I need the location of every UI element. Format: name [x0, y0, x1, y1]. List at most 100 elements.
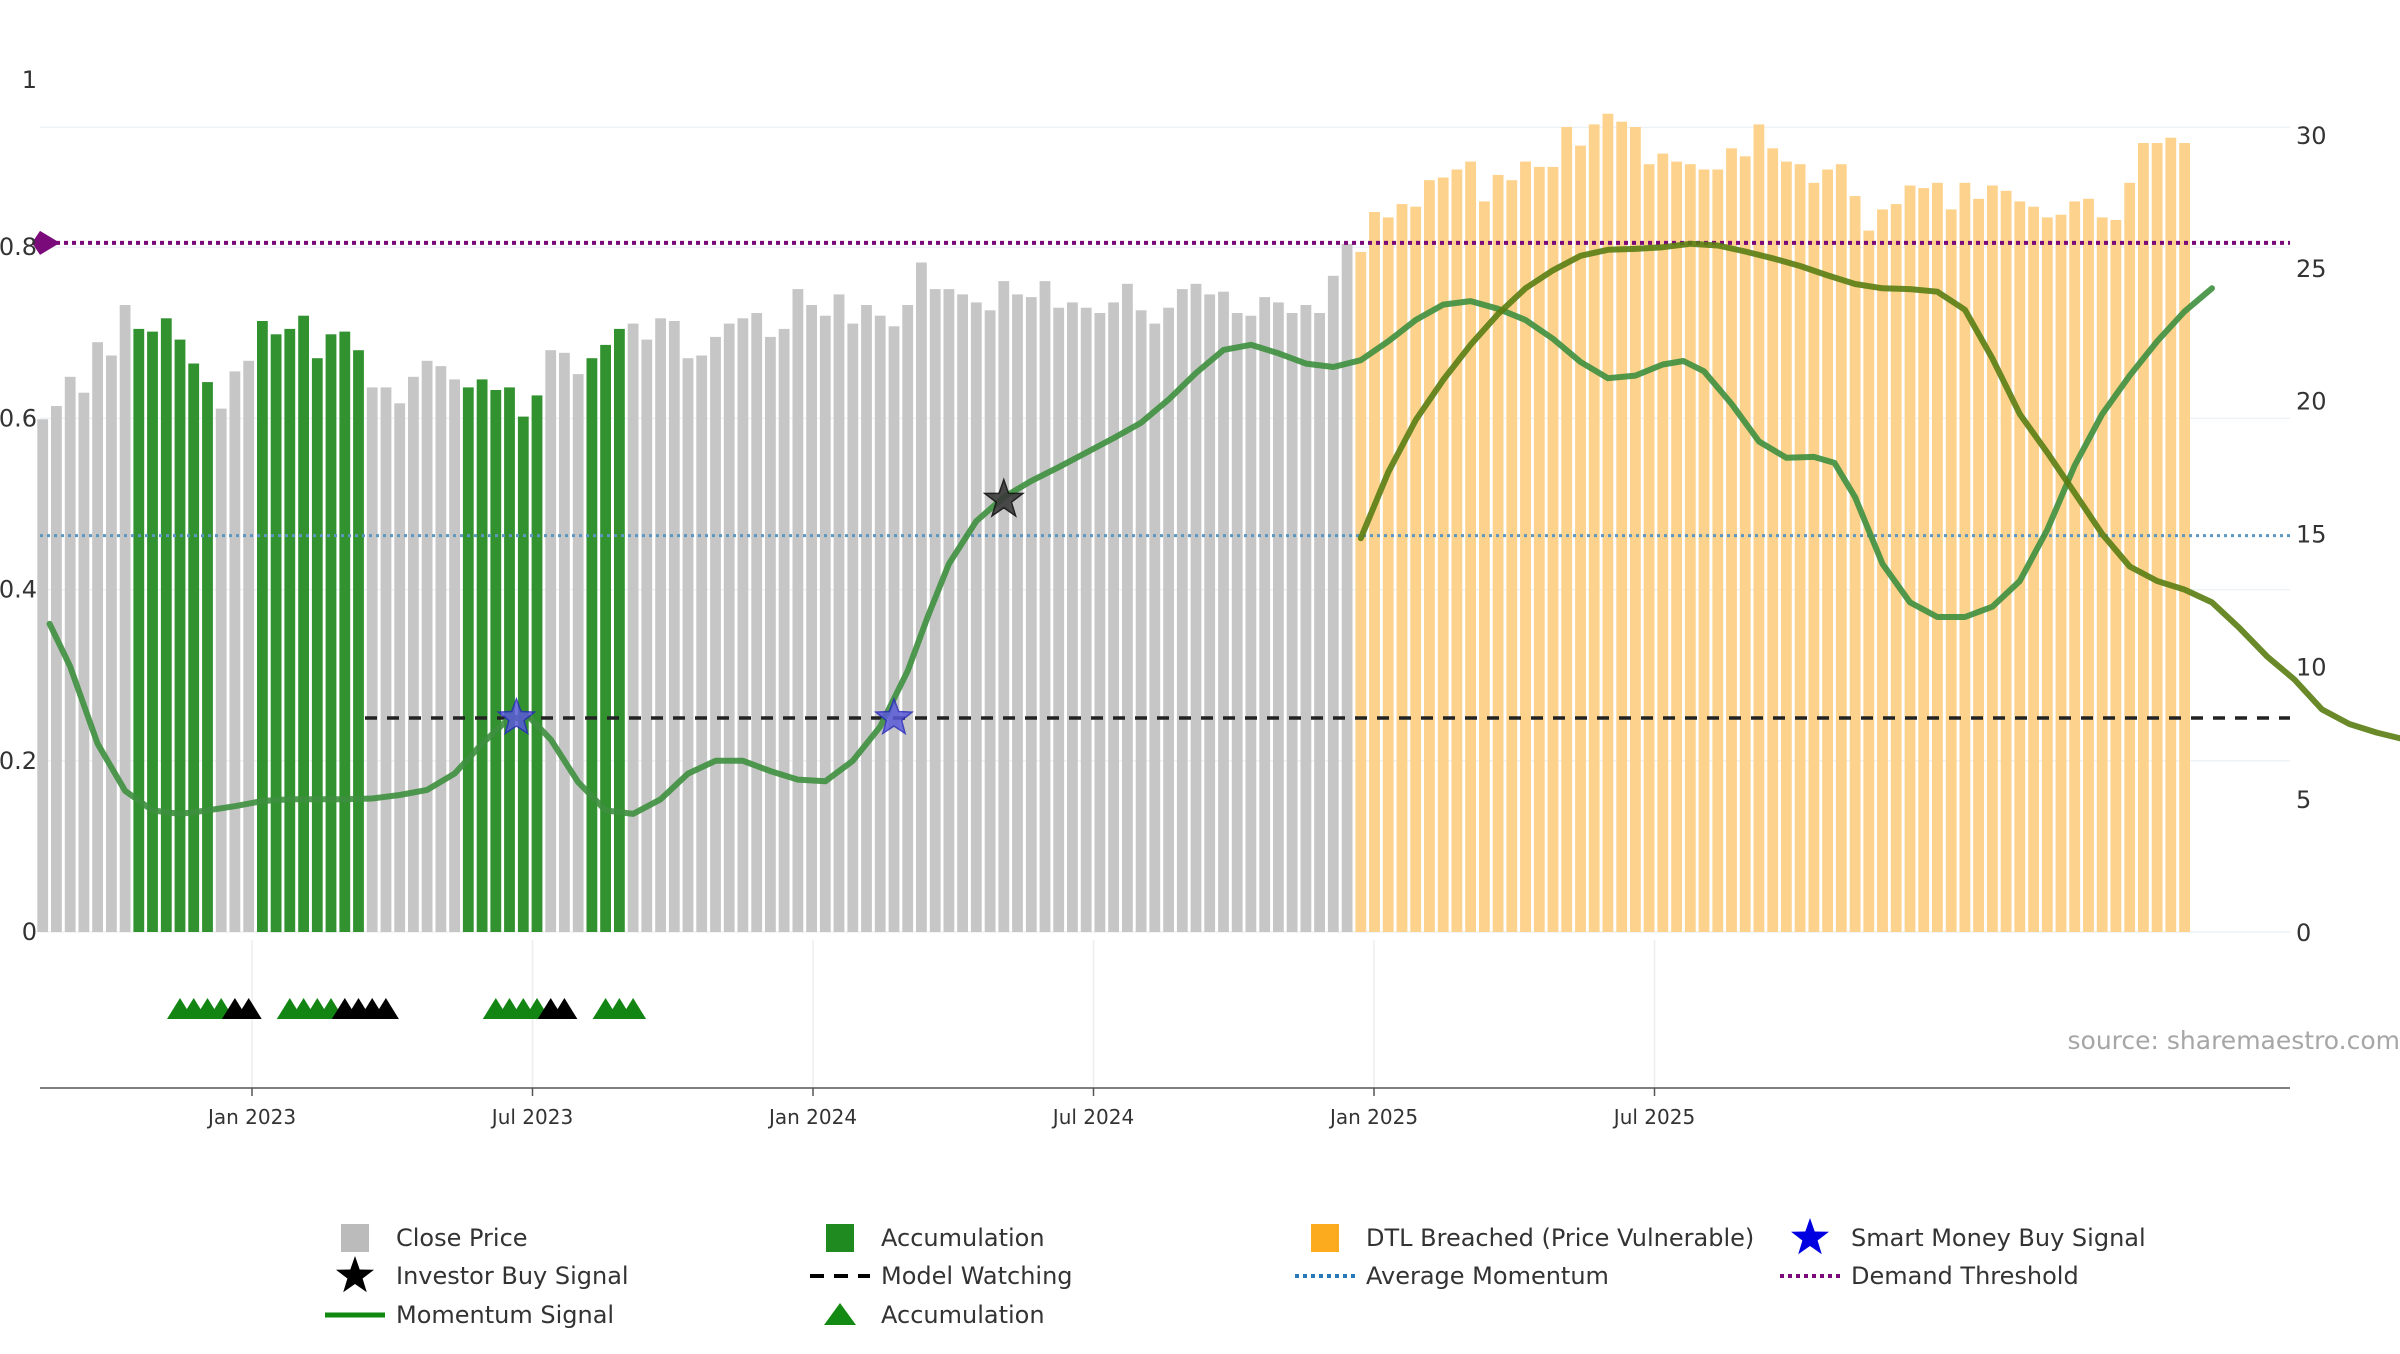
bar-dtl: [2097, 217, 2108, 932]
bar-dtl: [1575, 146, 1586, 932]
bar-close: [655, 318, 666, 932]
bar-dtl: [1355, 252, 1366, 932]
x-axis-tick-label: Jul 2023: [490, 1105, 573, 1129]
bar-accum: [600, 345, 611, 932]
bar-close: [1232, 313, 1243, 932]
bar-dtl: [1671, 162, 1682, 932]
bar-dtl: [1685, 164, 1696, 932]
bar-close: [1328, 276, 1339, 932]
bar-accum: [161, 318, 172, 932]
bar-accum: [614, 329, 625, 932]
bar-close: [847, 324, 858, 932]
bar-accum: [271, 334, 282, 932]
bar-close: [834, 294, 845, 932]
bar-close: [738, 318, 749, 932]
bar-dtl: [1479, 201, 1490, 932]
bar-close: [216, 409, 227, 932]
bar-dtl: [1644, 164, 1655, 932]
bar-dtl: [1740, 156, 1751, 932]
legend-item-close-price: Close Price: [341, 1224, 528, 1252]
bar-close: [1301, 305, 1312, 932]
right-axis-tick: 10: [2296, 653, 2327, 681]
bar-dtl: [2138, 143, 2149, 932]
bar-close: [1026, 297, 1037, 932]
bar-close: [710, 337, 721, 932]
bar-close: [998, 281, 1009, 932]
bar-dtl: [2111, 220, 2122, 932]
left-axis-tick: 0.4: [0, 576, 37, 604]
legend-star-icon: [336, 1256, 374, 1292]
bar-accum: [175, 340, 186, 932]
bar-close: [1081, 308, 1092, 932]
bar-close: [436, 366, 447, 932]
x-axis-tick-label: Jul 2025: [1612, 1105, 1695, 1129]
bar-close: [1342, 244, 1353, 932]
right-axis-tick: 15: [2296, 521, 2327, 549]
legend-item-momentum-signal: Momentum Signal: [325, 1301, 614, 1329]
bar-close: [1053, 308, 1064, 932]
legend-swatch: [826, 1224, 854, 1252]
bar-dtl: [1891, 204, 1902, 932]
bar-close: [367, 387, 378, 932]
legend-item-average-momentum: Average Momentum: [1295, 1262, 1609, 1290]
bar-close: [120, 305, 131, 932]
bar-dtl: [1424, 180, 1435, 932]
bar-close: [1191, 284, 1202, 932]
legend-item-accumulation-marker: Accumulation: [824, 1301, 1045, 1329]
bar-dtl: [1973, 199, 1984, 932]
bar-close: [641, 340, 652, 932]
bar-dtl: [1657, 154, 1668, 932]
bar-close: [779, 329, 790, 932]
bar-dtl: [1383, 217, 1394, 932]
bar-accum: [202, 382, 213, 932]
bar-close: [1314, 313, 1325, 932]
bar-close: [79, 393, 90, 932]
bar-accum: [257, 321, 268, 932]
legend-item-smart-money: Smart Money Buy Signal: [1791, 1218, 2146, 1254]
bar-close: [545, 350, 556, 932]
bar-close: [1122, 284, 1133, 932]
bar-close: [875, 316, 886, 932]
bar-dtl: [1699, 170, 1710, 933]
bar-dtl: [1918, 188, 1929, 932]
bar-close: [51, 406, 62, 932]
bar-accum: [147, 332, 158, 932]
bar-close: [1095, 313, 1106, 932]
bar-close: [1259, 297, 1270, 932]
legend-item-investor: Investor Buy Signal: [336, 1256, 629, 1292]
bar-close: [628, 324, 639, 932]
bar-close: [449, 379, 460, 932]
bar-close: [408, 377, 419, 932]
x-axis-tick-label: Jan 2023: [206, 1105, 296, 1129]
right-axis-tick: 5: [2296, 786, 2311, 814]
bar-close: [1273, 302, 1284, 932]
bar-accum: [339, 332, 350, 932]
bar-close: [573, 374, 584, 932]
bar-close: [559, 353, 570, 932]
right-axis-tick: 30: [2296, 122, 2327, 150]
bar-accum: [518, 417, 529, 932]
legend-triangle-icon: [824, 1303, 856, 1325]
bar-close: [793, 289, 804, 932]
bar-dtl: [1946, 209, 1957, 932]
bar-dtl: [2001, 191, 2012, 932]
legend-item-accumulation-bar: Accumulation: [826, 1224, 1045, 1252]
bar-close: [1287, 313, 1298, 932]
bar-accum: [532, 395, 543, 932]
legend-label: DTL Breached (Price Vulnerable): [1366, 1224, 1754, 1252]
bar-close: [230, 371, 241, 932]
bar-close: [861, 305, 872, 932]
legend-star-icon: [1791, 1218, 1829, 1254]
bar-close: [724, 324, 735, 932]
accumulation-markers: [167, 998, 646, 1019]
bar-close: [106, 356, 117, 933]
bar-dtl: [1520, 162, 1531, 932]
bar-dtl: [1506, 180, 1517, 932]
x-axis-tick-label: Jul 2024: [1051, 1105, 1134, 1129]
bar-dtl: [1905, 186, 1916, 933]
legend-label: Momentum Signal: [396, 1301, 614, 1329]
source-credit: source: sharemaestro.com: [2068, 1026, 2400, 1055]
bar-close: [957, 294, 968, 932]
bar-accum: [477, 379, 488, 932]
